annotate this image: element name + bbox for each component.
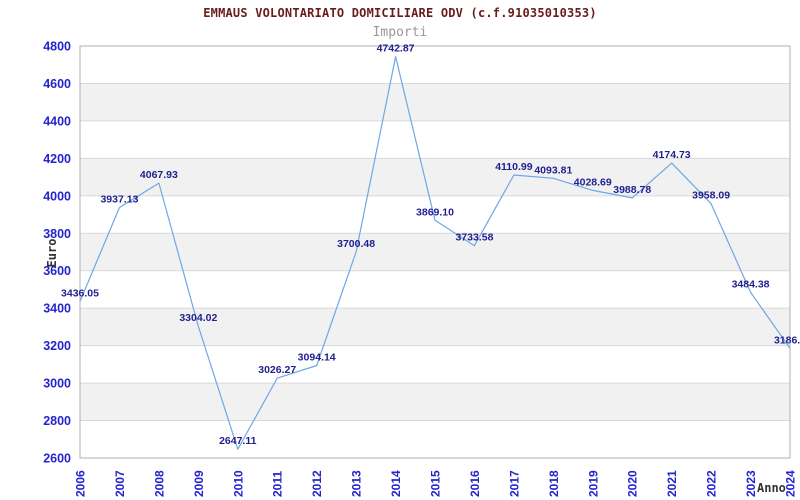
y-tick-label: 4000 bbox=[43, 189, 71, 203]
chart-title: EMMAUS VOLONTARIATO DOMICILIARE ODV (c.f… bbox=[203, 6, 597, 20]
y-tick-label: 4400 bbox=[43, 114, 71, 128]
plot-band bbox=[80, 158, 790, 196]
data-label: 4110.99 bbox=[495, 161, 533, 173]
x-axis-title: Anno bbox=[757, 481, 786, 495]
y-tick-label: 3400 bbox=[43, 302, 71, 316]
x-tick-label: 2006 bbox=[74, 470, 88, 497]
data-label: 3436.05 bbox=[61, 287, 99, 299]
x-tick-label: 2018 bbox=[547, 470, 561, 497]
y-tick-label: 4800 bbox=[43, 40, 71, 54]
y-tick-label: 3600 bbox=[43, 264, 71, 278]
data-label: 3937.13 bbox=[100, 194, 138, 206]
data-label: 2647.11 bbox=[219, 435, 257, 447]
y-tick-label: 4600 bbox=[43, 77, 71, 91]
data-label: 3094.14 bbox=[298, 351, 336, 363]
x-tick-label: 2008 bbox=[152, 470, 166, 497]
x-tick-label: 2011 bbox=[271, 471, 285, 497]
data-label: 3186.0 bbox=[774, 334, 800, 346]
x-tick-label: 2015 bbox=[429, 470, 443, 497]
data-label: 4742.87 bbox=[377, 43, 415, 55]
data-label: 4174.73 bbox=[653, 149, 691, 161]
data-label: 3700.48 bbox=[337, 238, 375, 250]
y-tick-label: 3800 bbox=[43, 227, 71, 241]
x-tick-label: 2007 bbox=[113, 470, 127, 497]
data-label: 3988.78 bbox=[613, 184, 651, 196]
data-label: 3958.09 bbox=[692, 190, 730, 202]
y-tick-label: 2600 bbox=[43, 452, 71, 466]
data-label: 3484.38 bbox=[732, 278, 770, 290]
data-label: 4067.93 bbox=[140, 169, 178, 181]
data-label: 4028.69 bbox=[574, 176, 612, 188]
x-tick-label: 2014 bbox=[389, 470, 403, 497]
y-tick-label: 2800 bbox=[43, 414, 71, 428]
x-tick-label: 2010 bbox=[231, 470, 245, 497]
x-tick-label: 2016 bbox=[468, 470, 482, 497]
x-tick-label: 2023 bbox=[744, 470, 758, 497]
data-label: 3869.10 bbox=[416, 206, 454, 218]
y-tick-label: 4200 bbox=[43, 152, 71, 166]
y-tick-label: 3000 bbox=[43, 377, 71, 391]
x-tick-label: 2022 bbox=[705, 470, 719, 497]
x-tick-label: 2009 bbox=[192, 470, 206, 497]
data-label: 4093.81 bbox=[534, 164, 572, 176]
x-tick-label: 2017 bbox=[507, 470, 521, 497]
x-tick-label: 2021 bbox=[665, 470, 679, 497]
plot-band bbox=[80, 233, 790, 271]
x-tick-label: 2012 bbox=[310, 470, 324, 497]
data-label: 3733.58 bbox=[455, 232, 493, 244]
y-tick-label: 3200 bbox=[43, 339, 71, 353]
chart-subtitle: Importi bbox=[372, 25, 428, 40]
x-tick-label: 2024 bbox=[784, 470, 798, 497]
plot-border bbox=[79, 45, 791, 459]
plot-band bbox=[80, 83, 790, 121]
x-tick-label: 2013 bbox=[350, 470, 364, 497]
plot-band bbox=[80, 383, 790, 421]
data-label: 3304.02 bbox=[179, 312, 217, 324]
data-label: 3026.27 bbox=[258, 364, 296, 376]
importi-line-series bbox=[79, 56, 791, 450]
x-tick-label: 2019 bbox=[586, 470, 600, 497]
x-tick-label: 2020 bbox=[626, 470, 640, 497]
